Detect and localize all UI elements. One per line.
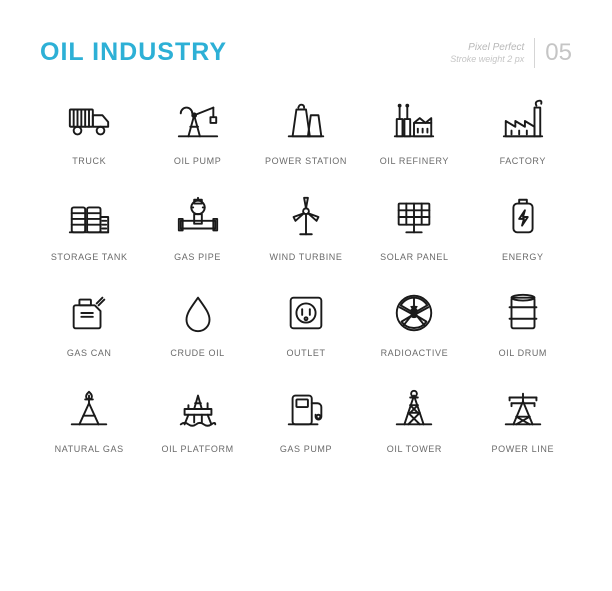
icon-label: OIL TOWER	[387, 444, 442, 454]
icon-cell: NATURAL GAS	[40, 384, 138, 454]
oil-platform-icon	[173, 384, 223, 434]
power-station-icon	[281, 96, 331, 146]
oil-refinery-icon	[389, 96, 439, 146]
solar-panel-icon	[389, 192, 439, 242]
meta-block: Pixel Perfect Stroke weight 2 px	[450, 41, 524, 66]
icon-label: STORAGE TANK	[51, 252, 128, 262]
icon-cell: STORAGE TANK	[40, 192, 138, 262]
icon-cell: GAS PUMP	[257, 384, 355, 454]
icon-label: OIL PLATFORM	[161, 444, 233, 454]
oil-pump-icon	[173, 96, 223, 146]
header-meta: Pixel Perfect Stroke weight 2 px 05	[450, 38, 572, 68]
icon-cell: POWER STATION	[257, 96, 355, 166]
gas-can-icon	[64, 288, 114, 338]
gas-pipe-icon	[173, 192, 223, 242]
radioactive-icon	[389, 288, 439, 338]
header: OIL INDUSTRY Pixel Perfect Stroke weight…	[40, 38, 572, 68]
icon-cell: OIL PLATFORM	[148, 384, 246, 454]
icon-cell: GAS PIPE	[148, 192, 246, 262]
energy-icon	[498, 192, 548, 242]
icon-label: SOLAR PANEL	[380, 252, 448, 262]
icon-label: WIND TURBINE	[269, 252, 342, 262]
gas-pump-icon	[281, 384, 331, 434]
icon-label: GAS CAN	[67, 348, 112, 358]
icon-cell: GAS CAN	[40, 288, 138, 358]
icon-cell: SOLAR PANEL	[365, 192, 463, 262]
icon-cell: ENERGY	[474, 192, 572, 262]
divider	[534, 38, 535, 68]
icon-label: OIL REFINERY	[380, 156, 449, 166]
icon-label: POWER LINE	[492, 444, 555, 454]
set-number: 05	[545, 39, 572, 67]
truck-icon	[64, 96, 114, 146]
icon-label: NATURAL GAS	[55, 444, 124, 454]
icon-cell: TRUCK	[40, 96, 138, 166]
icon-label: GAS PUMP	[280, 444, 332, 454]
icon-cell: POWER LINE	[474, 384, 572, 454]
icon-label: OUTLET	[286, 348, 325, 358]
natural-gas-icon	[64, 384, 114, 434]
icon-label: CRUDE OIL	[170, 348, 224, 358]
icon-cell: OIL DRUM	[474, 288, 572, 358]
icon-grid: TRUCK OIL PUMP POWER S	[40, 96, 572, 454]
meta-stroke-weight: Stroke weight 2 px	[450, 54, 524, 66]
icon-cell: OIL REFINERY	[365, 96, 463, 166]
icon-cell: RADIOACTIVE	[365, 288, 463, 358]
factory-icon	[498, 96, 548, 146]
icon-cell: FACTORY	[474, 96, 572, 166]
icon-label: ENERGY	[502, 252, 544, 262]
set-title: OIL INDUSTRY	[40, 38, 227, 67]
icon-label: OIL PUMP	[174, 156, 221, 166]
storage-tank-icon	[64, 192, 114, 242]
meta-pixel-perfect: Pixel Perfect	[450, 41, 524, 54]
icon-label: OIL DRUM	[499, 348, 547, 358]
icon-label: FACTORY	[500, 156, 546, 166]
icon-label: TRUCK	[72, 156, 106, 166]
icon-cell: OIL TOWER	[365, 384, 463, 454]
oil-tower-icon	[389, 384, 439, 434]
icon-cell: WIND TURBINE	[257, 192, 355, 262]
wind-turbine-icon	[281, 192, 331, 242]
icon-cell: OIL PUMP	[148, 96, 246, 166]
icon-label: GAS PIPE	[174, 252, 221, 262]
icon-label: RADIOACTIVE	[381, 348, 449, 358]
icon-label: POWER STATION	[265, 156, 347, 166]
icon-cell: CRUDE OIL	[148, 288, 246, 358]
outlet-icon	[281, 288, 331, 338]
icon-cell: OUTLET	[257, 288, 355, 358]
oil-drum-icon	[498, 288, 548, 338]
power-line-icon	[498, 384, 548, 434]
crude-oil-icon	[173, 288, 223, 338]
